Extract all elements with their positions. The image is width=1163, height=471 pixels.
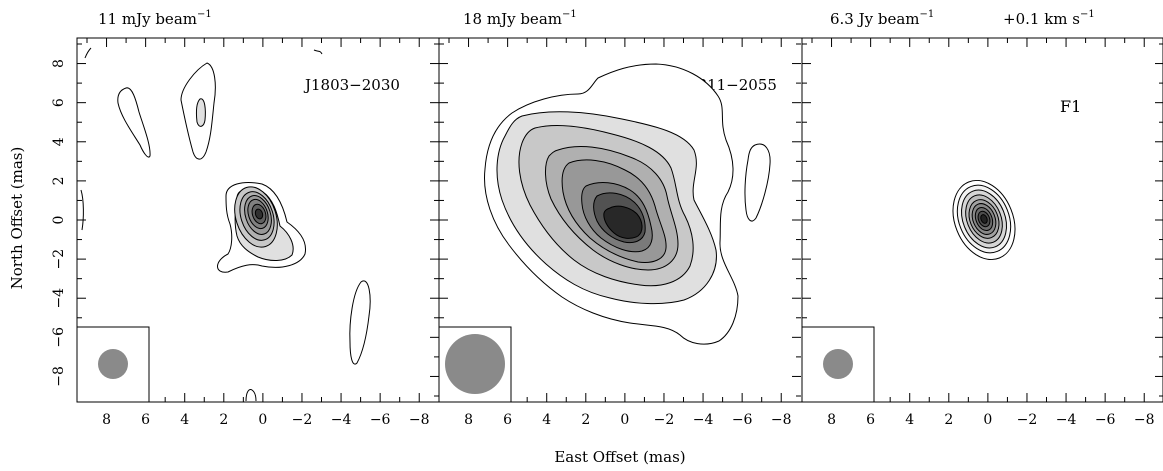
y-tick-label: −8 [51,366,67,387]
x-tick-label: 6 [503,412,512,428]
x-axis-label: East Offset (mas) [554,448,685,466]
x-tick-label: 0 [620,412,629,428]
x-tick-label: 4 [180,412,189,428]
panel-1-label: J1803−2030 [303,76,400,94]
y-tick-label: 6 [51,98,67,107]
y-tick-label: 0 [51,216,67,225]
contour-peak-j1811 [603,205,643,239]
x-tick-label: −2 [292,412,313,428]
panel-3-label: F1 [1060,97,1081,116]
panel-j1811: J1811−2055 [438,37,803,403]
contour-peak-j1803 [254,208,264,220]
contour-peak-f1 [980,214,988,224]
y-tick-label: −4 [51,288,67,309]
y-tick-label: −2 [51,249,67,270]
x-tick-label: −4 [693,412,714,428]
x-tick-label: −6 [732,412,753,428]
panel-2-header: 18 mJy beam−1 [463,9,577,28]
x-tick-label: −8 [771,412,792,428]
tick-labels: 8 6 4 2 0 −2 −4 −6 −8 −8 −6 −4 −2 0 2 4 6 8 8 6 4 2 0 −2 −4 −6 −8 8… [51,59,1155,428]
panel-j1803: J1803−2030 [76,37,440,403]
x-tick-label: 2 [219,412,228,428]
y-tick-label: 4 [51,137,67,146]
contour-fragment-bottom-j1803 [245,389,257,402]
panel-3-velocity: +0.1 km s−1 [1003,9,1095,28]
x-tick-label: −6 [1095,412,1116,428]
x-tick-label: 8 [102,412,111,428]
x-tick-label: 2 [944,412,953,428]
y-axis-label: North Offset (mas) [8,147,26,290]
beam-ellipse-j1803 [98,349,128,379]
x-tick-label: −6 [370,412,391,428]
x-tick-label: −8 [409,412,430,428]
panel-f1: F1 [801,37,1163,403]
x-tick-label: 2 [581,412,590,428]
contour-fragment-top-j1803 [313,49,323,55]
x-tick-label: 6 [141,412,150,428]
x-tick-label: 0 [983,412,992,428]
contour-island-left-j1803 [117,87,151,158]
beam-ellipse-f1 [823,349,853,379]
x-tick-label: −4 [331,412,352,428]
y-tick-label: 8 [51,59,67,68]
panel-3-header: 6.3 Jy beam−1 [830,9,934,28]
contour-island-top-inner-j1803 [195,98,206,127]
contour-island-right-j1811 [744,143,771,222]
y-tick-label: 2 [51,176,67,185]
contour-fragment-corner-j1803 [84,47,92,59]
x-tick-label: −2 [654,412,675,428]
contour-island-right-j1803 [349,280,371,365]
contour-island-top-j1803 [180,62,216,160]
x-tick-label: 6 [866,412,875,428]
x-tick-label: −2 [1017,412,1038,428]
x-tick-label: −8 [1134,412,1155,428]
x-tick-label: −4 [1056,412,1077,428]
y-tick-label: −6 [51,327,67,348]
x-tick-label: 8 [464,412,473,428]
x-tick-label: 8 [827,412,836,428]
contour-fragment-edge-j1803 [80,189,84,231]
x-tick-label: 0 [258,412,267,428]
panel-1-header: 11 mJy beam−1 [98,9,212,28]
beam-ellipse-j1811 [445,334,505,394]
x-tick-label: 4 [542,412,551,428]
x-tick-label: 4 [905,412,914,428]
